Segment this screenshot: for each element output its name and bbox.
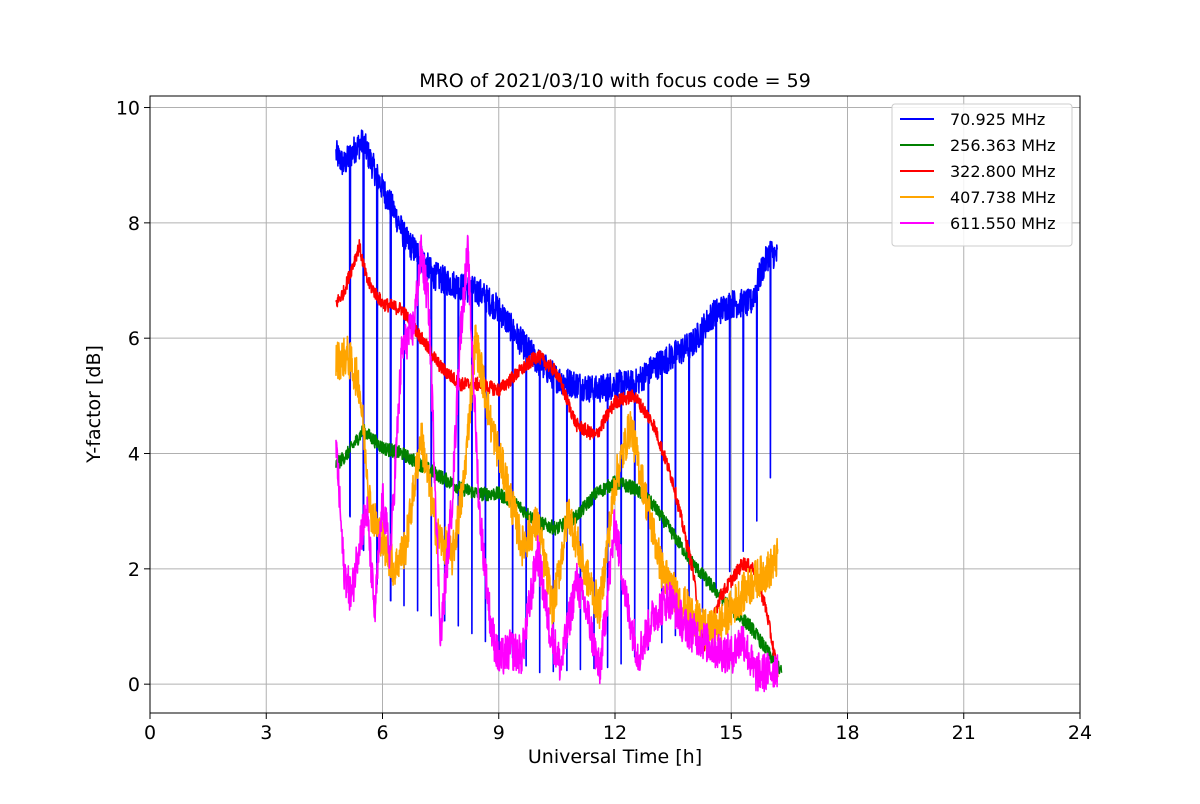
legend: 70.925 MHz 256.363 MHz 322.800 MHz 407.738 … xyxy=(891,103,1073,247)
series-line-407-738-mhz xyxy=(335,324,779,651)
chart-title: MRO of 2021/03/10 with focus code = 59 xyxy=(419,70,811,92)
series-line-611-550-mhz xyxy=(335,234,779,693)
x-tick-label: 9 xyxy=(493,722,505,744)
series-lines xyxy=(335,129,783,693)
legend-label: 70.925 MHz xyxy=(950,110,1045,129)
x-tick-label: 6 xyxy=(376,722,388,744)
x-tick-label: 3 xyxy=(260,722,272,744)
series-line-256-363-mhz xyxy=(335,424,783,675)
y-tick-label: 6 xyxy=(128,328,140,350)
y-tick-label: 2 xyxy=(128,559,140,581)
x-tick-label: 24 xyxy=(1068,722,1092,744)
legend-label: 322.800 MHz xyxy=(950,162,1055,181)
x-tick-label: 21 xyxy=(952,722,976,744)
legend-label: 256.363 MHz xyxy=(950,136,1055,155)
y-tick-label: 10 xyxy=(116,98,140,120)
x-tick-label: 0 xyxy=(144,722,156,744)
legend-box xyxy=(891,103,1073,247)
y-tick-label: 8 xyxy=(128,213,140,235)
x-tick-label: 12 xyxy=(603,722,627,744)
legend-label: 407.738 MHz xyxy=(950,188,1055,207)
y-axis-label: Y-factor [dB] xyxy=(83,345,105,464)
x-tick-label: 18 xyxy=(835,722,859,744)
x-axis-label: Universal Time [h] xyxy=(528,746,702,768)
legend-label: 611.550 MHz xyxy=(950,214,1055,233)
x-tick-label: 15 xyxy=(719,722,743,744)
y-tick-label: 0 xyxy=(128,674,140,696)
y-tick-label: 4 xyxy=(128,444,140,466)
